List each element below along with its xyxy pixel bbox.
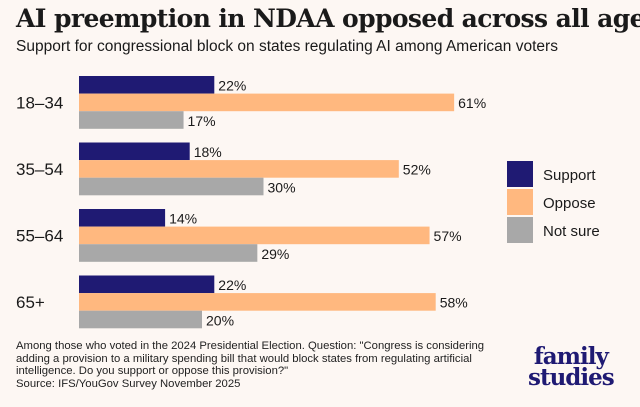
data-label: 61%	[458, 95, 486, 111]
bar-support	[79, 142, 190, 161]
category-label: 65+	[16, 293, 45, 312]
question-note: Among those who voted in the 2024 Presid…	[16, 340, 485, 378]
data-label: 18%	[194, 144, 222, 160]
data-label: 58%	[440, 295, 468, 311]
bar-oppose	[79, 293, 436, 311]
legend-label: Not sure	[543, 223, 600, 240]
data-label: 20%	[206, 312, 234, 328]
family-studies-logo: family studies	[528, 343, 615, 391]
legend-label: Support	[543, 167, 596, 184]
chart-title: AI preemption in NDAA opposed across all…	[16, 4, 640, 33]
footnote: Among those who voted in the 2024 Presid…	[16, 340, 486, 390]
source-note: Source: IFS/YouGov Survey November 2025	[16, 377, 241, 390]
bar-not-sure	[79, 244, 258, 262]
data-label: 22%	[218, 277, 246, 293]
legend-label: Oppose	[543, 195, 596, 212]
bar-oppose	[79, 160, 399, 178]
category-label: 55–64	[16, 226, 63, 245]
data-label: 57%	[434, 228, 462, 244]
bar-oppose	[79, 93, 455, 112]
data-label: 22%	[218, 78, 246, 94]
chart-subtitle: Support for congressional block on state…	[16, 38, 558, 55]
bar-oppose	[79, 226, 430, 245]
category-label: 35–54	[16, 160, 63, 179]
bar-support	[79, 76, 215, 94]
data-label: 29%	[261, 246, 289, 262]
data-label: 17%	[188, 113, 216, 129]
bar-not-sure	[79, 111, 184, 129]
bar-not-sure	[79, 177, 264, 196]
data-label: 14%	[169, 211, 197, 227]
category-label: 18–34	[16, 93, 63, 112]
bar-support	[79, 209, 166, 227]
data-label: 30%	[268, 179, 296, 195]
bar-support	[79, 275, 215, 294]
data-label: 52%	[403, 162, 431, 178]
legend-swatch	[507, 189, 533, 215]
legend-swatch	[507, 161, 533, 187]
bar-not-sure	[79, 310, 202, 329]
legend-swatch	[507, 217, 533, 243]
